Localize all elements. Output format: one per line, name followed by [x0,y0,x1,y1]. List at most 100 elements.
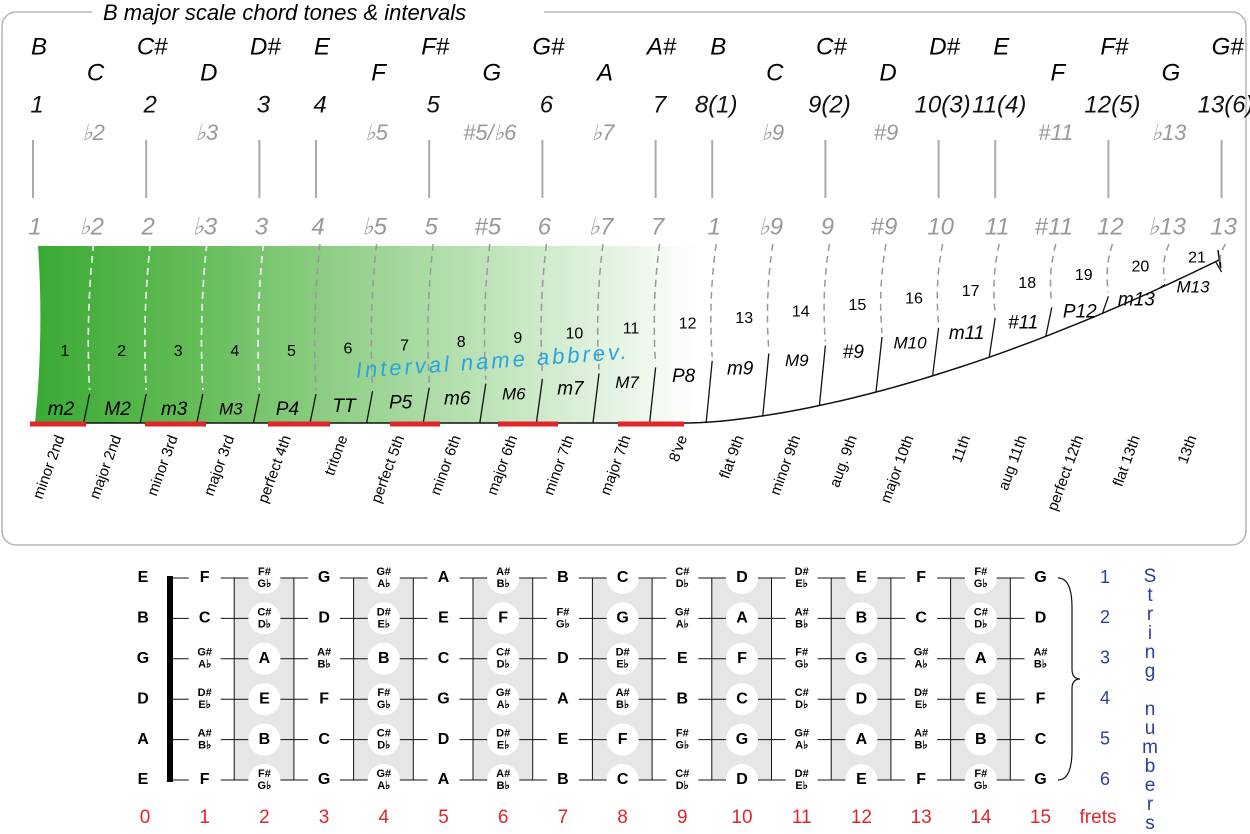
note-sharp: A# [795,606,809,618]
fret-number: 14 [970,807,992,828]
semitone-number: 9 [513,330,522,347]
note-flat: E♭ [198,699,211,711]
note-bg [964,764,997,796]
note-flat: E♭ [795,780,808,792]
semitone-number: 7 [400,337,409,354]
note-bg [964,642,997,675]
interval-name: 13th [1175,433,1201,466]
solid-divider [196,393,204,424]
note: B [557,569,569,586]
note-bg [1024,683,1057,716]
scale-degree: 7 [653,91,668,118]
interval-outline [30,258,1221,424]
note-bg [785,764,818,796]
interval-abbrev: TT [332,396,357,417]
lower-degree: ♭5 [362,213,387,240]
interval-abbrev: m7 [557,379,585,400]
scale-degree: 3 [257,91,271,118]
note-flat: B♭ [616,699,629,711]
interval-name: minor 7th [541,433,578,498]
note-bg [1024,642,1057,675]
note-bg [845,562,878,594]
note-bg [726,602,758,635]
interval-name: flat 9th [716,433,747,481]
note-bg [248,642,281,675]
scale-degree: 1 [30,91,43,118]
note-bg [666,602,699,635]
note-bg [726,764,758,796]
note-bg [785,642,818,675]
solid-divider [365,391,374,424]
interval-abbrev: P4 [276,399,299,420]
note-sharp: A# [1033,647,1047,659]
solid-divider [479,383,487,424]
note-bg [427,562,460,594]
dashed-divider [540,243,548,375]
string-number: 3 [1100,648,1110,668]
note-bg [308,602,341,635]
note-sharp: A# [496,768,510,780]
interval-abbrev: m9 [727,359,754,380]
note-name: G [1162,59,1181,86]
note-flat: B♭ [795,618,808,630]
note-flat: A♭ [377,578,390,590]
solid-divider [309,393,317,424]
note-bg [308,562,341,594]
note-bg [487,562,520,594]
note-name: A# [645,33,677,60]
note-bg [487,602,520,635]
dashed-divider [1162,243,1170,281]
scale-degree: ♭3 [195,120,218,145]
note-bg [367,562,400,594]
note: G [318,771,330,788]
note-name: C# [816,33,847,60]
lower-degree: 13 [1210,213,1237,240]
note-bg [248,602,281,635]
note-flat: E♭ [616,659,629,671]
note: A [557,690,569,707]
note-name: E [314,33,331,60]
note-sharp: F# [974,566,987,578]
lower-degree: 2 [141,213,155,240]
note-sharp: D# [496,728,510,740]
note: E [558,731,569,748]
interval-abbrev: M3 [219,399,243,418]
note: G [736,731,748,748]
note-name: G [482,59,501,86]
note-bg [308,683,341,716]
semitone-number: 6 [344,341,353,358]
lower-degree: ♭2 [79,213,104,240]
semitone-number: 19 [1075,267,1093,284]
string-number: 5 [1100,728,1110,748]
dashed-divider [1219,243,1227,269]
note-bg [845,764,878,796]
title-bg [92,0,544,26]
note-bg [606,723,639,756]
interval-outline [1217,249,1222,269]
solid-divider [422,387,430,424]
lower-degree: 1 [708,213,721,240]
note-bg [1024,562,1057,594]
note-bg [666,723,699,756]
note-flat: D♭ [676,780,689,792]
note-bg [487,683,520,716]
interval-name: major 7th [597,433,634,498]
note-bg [487,723,520,756]
note-name: A [595,59,613,86]
note-name: F# [1100,33,1129,60]
note-flat: E♭ [915,699,928,711]
string-number: 1 [1100,567,1110,587]
note-name: C# [137,33,168,60]
note: G [616,610,628,627]
lower-degree: ♭7 [589,213,615,240]
string-number: 6 [1100,769,1110,789]
interval-name: minor 9th [767,433,804,498]
dashed-divider [1049,243,1057,304]
note-name: F [371,59,387,86]
note-bg [606,642,639,675]
note-bg [606,683,639,716]
note-sharp: A# [198,728,212,740]
note-bg [606,602,639,635]
scale-degree: 12(5) [1084,91,1140,118]
note-sharp: A# [496,566,510,578]
